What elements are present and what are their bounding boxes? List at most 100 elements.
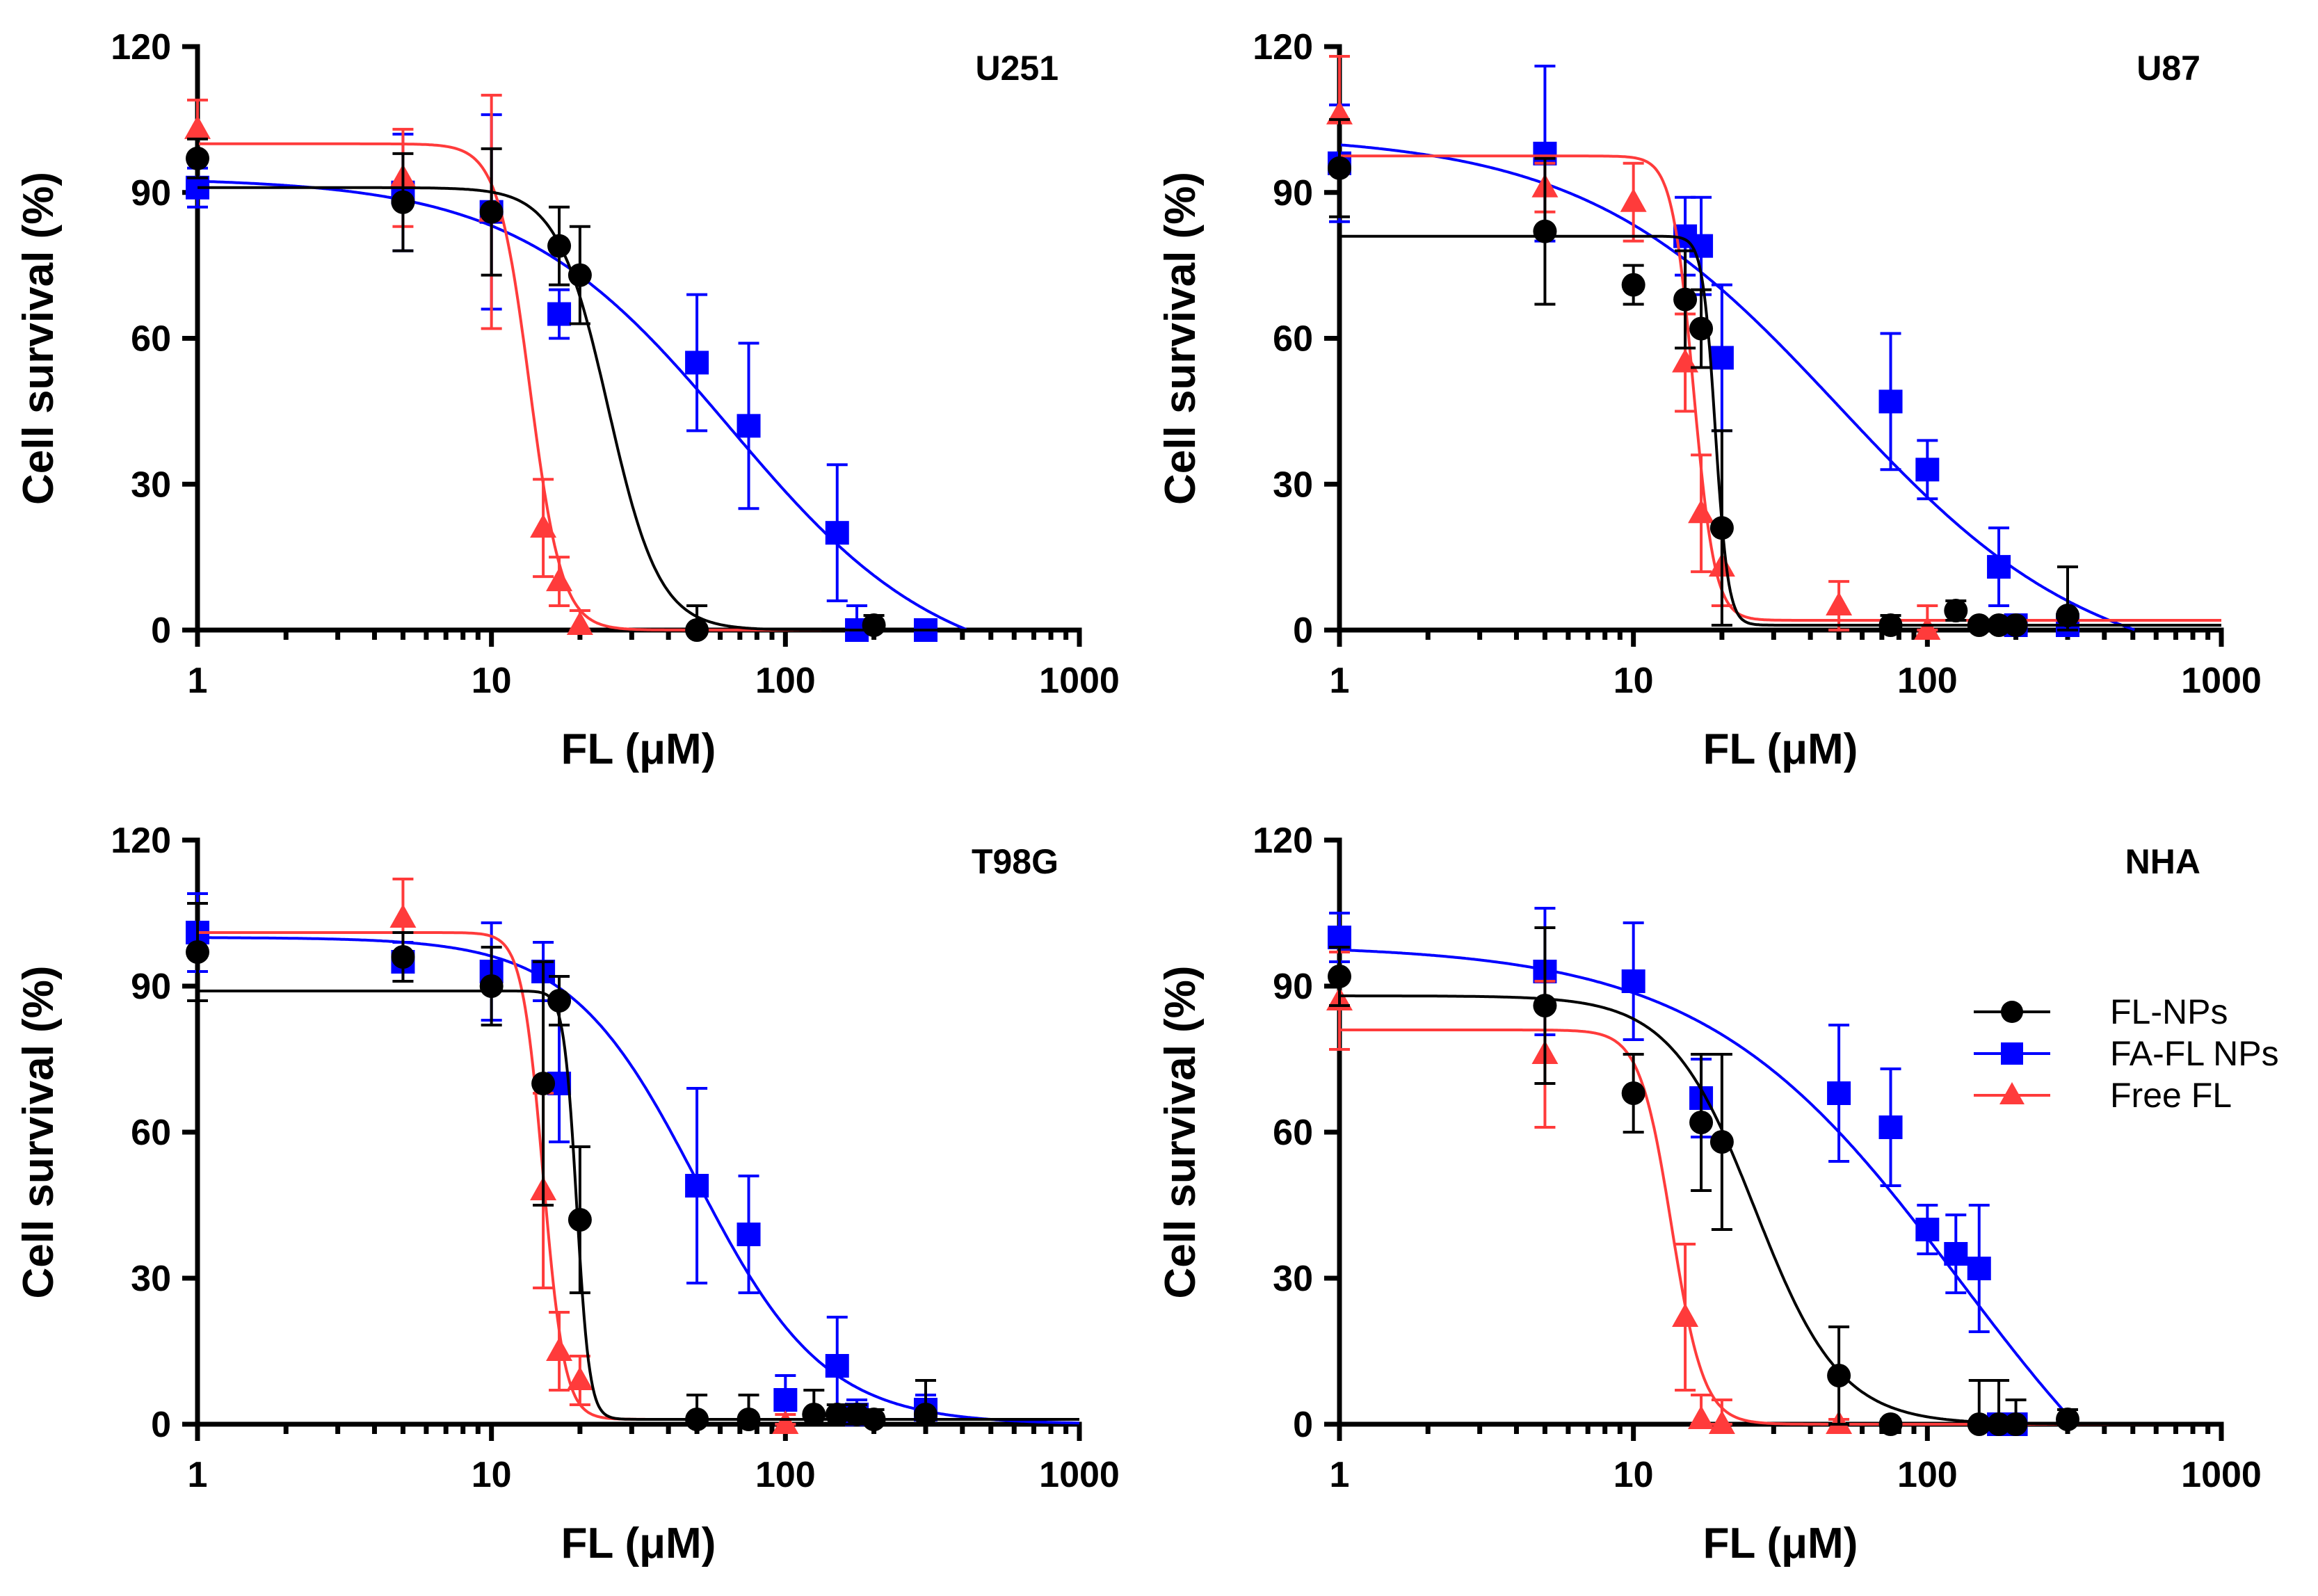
x-tick-label: 1000 [2181,661,2262,701]
data-point-circle [1328,156,1351,180]
data-point-circle [186,146,209,170]
panel-label: T98G [972,842,1059,881]
x-tick-label: 1 [188,1455,208,1495]
data-point-circle [1328,965,1351,988]
data-point-square [773,1388,798,1412]
y-tick-label: 0 [151,1405,171,1445]
y-tick-label: 60 [131,319,171,360]
y-tick-label: 120 [111,27,171,67]
y-tick-label: 0 [1293,611,1313,651]
data-point-square [547,302,572,326]
fit-curve [198,186,1079,631]
x-tick-label: 100 [755,1455,816,1495]
data-point-triangle [1914,616,1941,640]
data-point-square [1915,458,1940,482]
fit-curve [198,990,1079,1421]
data-point-triangle [1826,592,1853,616]
data-point-circle [1533,994,1557,1017]
series-fl-nps [1328,926,2221,1436]
data-point-circle [1673,287,1698,312]
x-tick-label: 10 [472,661,512,701]
data-point-square [1709,346,1734,370]
x-tick-label: 1 [188,661,208,701]
data-point-square [1944,1242,1968,1266]
y-tick-label: 30 [131,1259,171,1299]
panel-label: U251 [975,49,1059,88]
fit-curve [198,931,1079,1421]
series-free-fl [1326,951,2221,1434]
data-point-circle [1709,516,1734,540]
data-point-circle [913,1403,937,1426]
data-point-square [685,1174,709,1198]
data-point-circle [1827,1364,1851,1387]
legend-item: FA-FL NPs [1974,1034,2279,1073]
x-tick-label: 10 [472,1455,512,1495]
fit-curve [198,142,1079,631]
data-point-circle [186,940,209,964]
fit-curve [198,179,967,631]
y-axis-title: Cell survival (%) [1157,172,1205,505]
x-tick-label: 10 [1613,661,1654,701]
data-point-triangle [1620,188,1647,212]
fit-curve [1339,1029,2221,1426]
data-point-circle [547,234,572,258]
x-tick-label: 100 [1897,661,1958,701]
data-point-circle [568,1208,592,1232]
data-point-triangle [389,904,417,928]
y-tick-label: 60 [1273,319,1313,360]
fit-curve [198,936,1080,1425]
data-point-circle [1878,1412,1903,1436]
x-tick-label: 10 [1613,1455,1654,1495]
data-point-triangle [1708,1410,1735,1434]
legend-marker-square [2001,1042,2023,1065]
x-axis-title: FL (μM) [1703,725,1858,773]
data-point-circle [1621,1081,1645,1105]
data-point-circle [2004,1412,2028,1436]
data-point-circle [2055,1408,2079,1431]
fit-curve [1339,994,2221,1426]
series-free-fl [184,93,1079,636]
legend-label: FL-NPs [2110,992,2228,1031]
legend-item: Free FL [1974,1076,2232,1115]
y-axis-title: Cell survival (%) [15,966,63,1299]
data-point-square [1827,1081,1851,1105]
y-tick-label: 90 [1273,173,1313,213]
data-point-circle [862,1408,886,1431]
data-point-square [825,521,849,545]
data-point-circle [1944,599,1968,623]
y-tick-label: 0 [151,611,171,651]
series-fl-nps [1328,118,2221,638]
fit-curve [1339,154,2221,622]
data-point-triangle [772,1410,799,1434]
data-point-triangle [1688,1405,1715,1429]
data-point-square [1878,1115,1903,1139]
panel-label: U87 [2136,49,2200,88]
data-point-square [737,414,761,438]
data-point-circle [479,974,504,998]
data-point-circle [737,1408,761,1431]
series-fa-fl-nps [1328,64,2135,638]
data-point-triangle [566,611,593,636]
data-point-circle [531,1072,556,1095]
series-fl-nps [186,902,1079,1431]
y-tick-label: 30 [131,465,171,505]
legend-marker-circle [2001,1001,2023,1023]
data-point-circle [1987,613,2011,638]
y-tick-label: 120 [1253,821,1313,861]
x-axis-title: FL (μM) [561,1520,716,1567]
legend-label: Free FL [2110,1076,2232,1115]
data-point-circle [2055,604,2079,628]
y-tick-label: 60 [1273,1113,1313,1153]
y-tick-label: 90 [131,967,171,1007]
data-point-circle [802,1403,826,1426]
y-tick-label: 120 [111,821,171,861]
legend-marker-triangle [1999,1082,2025,1104]
data-point-square [685,350,709,375]
series-free-fl [198,878,1079,1434]
data-point-circle [1689,316,1714,341]
y-tick-label: 60 [131,1113,171,1153]
data-point-square [1621,969,1645,993]
